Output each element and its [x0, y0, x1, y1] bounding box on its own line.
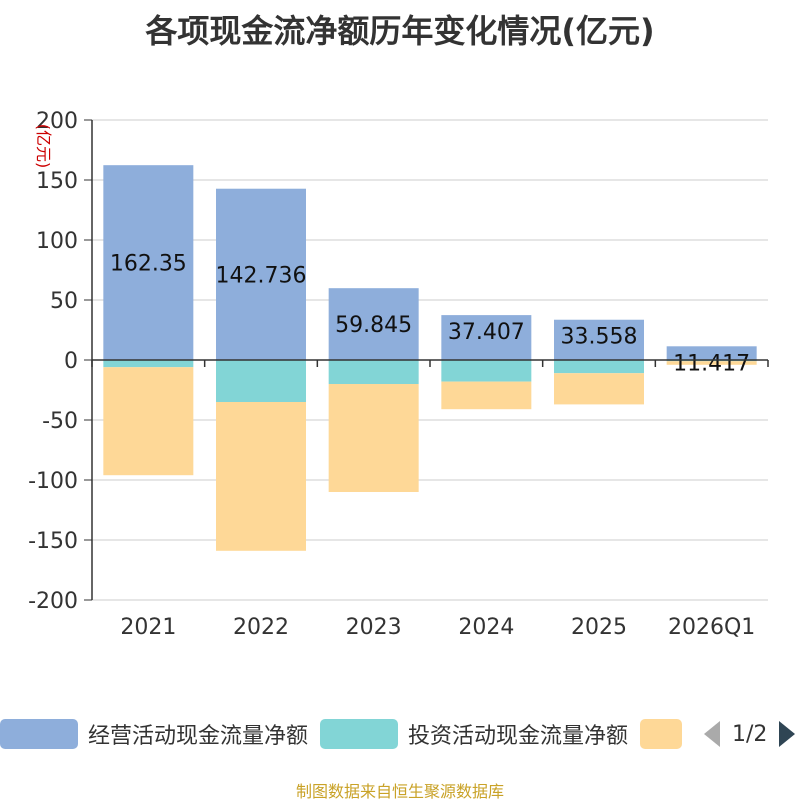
y-tick-label: 50	[50, 289, 78, 314]
x-tick-label: 2026Q1	[668, 615, 755, 640]
y-tick-label: 0	[64, 349, 78, 374]
data-label-operating-2022: 142.736	[216, 263, 307, 288]
bar-financing-2021	[103, 367, 194, 476]
legend: 经营活动现金流量净额 投资活动现金流量净额 1/2	[0, 716, 800, 752]
data-label-operating-2026Q1: 11.417	[673, 351, 750, 376]
chart-title: 各项现金流净额历年变化情况(亿元)	[145, 12, 655, 50]
bar-operating-2024	[441, 315, 532, 360]
bar-financing-2024	[441, 381, 532, 410]
legend-page-indicator: 1/2	[732, 721, 768, 747]
x-tick-label: 2025	[571, 615, 627, 640]
y-tick-label: -100	[28, 469, 78, 494]
data-label-operating-2021: 162.35	[110, 252, 187, 277]
bar-financing-2026Q1	[666, 361, 757, 365]
legend-item-operating[interactable]: 经营活动现金流量净额	[0, 716, 308, 752]
legend-label-investing: 投资活动现金流量净额	[408, 724, 629, 749]
bar-investing-2023	[328, 360, 419, 384]
y-tick-label: -200	[28, 589, 78, 614]
bar-investing-2021	[103, 360, 194, 368]
bar-operating-2022	[216, 188, 306, 360]
legend-label-operating: 经营活动现金流量净额	[88, 724, 309, 749]
y-axis-unit-label: (亿元)	[34, 124, 53, 169]
bar-investing-2022	[216, 360, 306, 402]
y-tick-label: 200	[36, 109, 78, 134]
y-tick-label: -150	[28, 529, 78, 554]
cash-flow-chart: 200 150 100 50 0 -50 -100 -150 -200 (亿元) 162.35 142…	[28, 109, 769, 640]
legend-item-investing[interactable]: 投资活动现金流量净额	[320, 716, 628, 752]
x-tick-label: 2024	[458, 615, 514, 640]
bar-financing-2025	[554, 373, 644, 405]
x-tick-label: 2021	[120, 615, 176, 640]
y-tick-label: 150	[36, 169, 78, 194]
data-label-operating-2023: 59.845	[335, 313, 412, 338]
triangle-left-icon[interactable]	[704, 721, 720, 747]
data-label-operating-2024: 37.407	[448, 320, 525, 345]
legend-swatch-investing	[320, 719, 398, 749]
y-tick-label: -50	[42, 409, 78, 434]
bar-investing-2025	[554, 360, 644, 374]
x-tick-label: 2022	[233, 615, 289, 640]
data-label-operating-2025: 33.558	[561, 325, 638, 350]
legend-item-financing[interactable]	[640, 716, 682, 752]
legend-pager: 1/2	[704, 716, 796, 752]
triangle-right-icon[interactable]	[779, 721, 796, 747]
x-tick-label: 2023	[346, 615, 402, 640]
bar-operating-2025	[554, 319, 644, 360]
bar-operating-2023	[328, 288, 419, 360]
bar-financing-2022	[216, 402, 306, 551]
legend-swatch-operating	[0, 719, 78, 749]
y-tick-label: 100	[36, 229, 78, 254]
bar-investing-2024	[441, 360, 532, 382]
bar-operating-2021	[103, 165, 194, 360]
data-source-note: 制图数据来自恒生聚源数据库	[295, 782, 504, 801]
bar-financing-2023	[328, 384, 419, 492]
legend-swatch-financing	[640, 719, 682, 749]
bar-operating-2026Q1	[666, 346, 757, 360]
